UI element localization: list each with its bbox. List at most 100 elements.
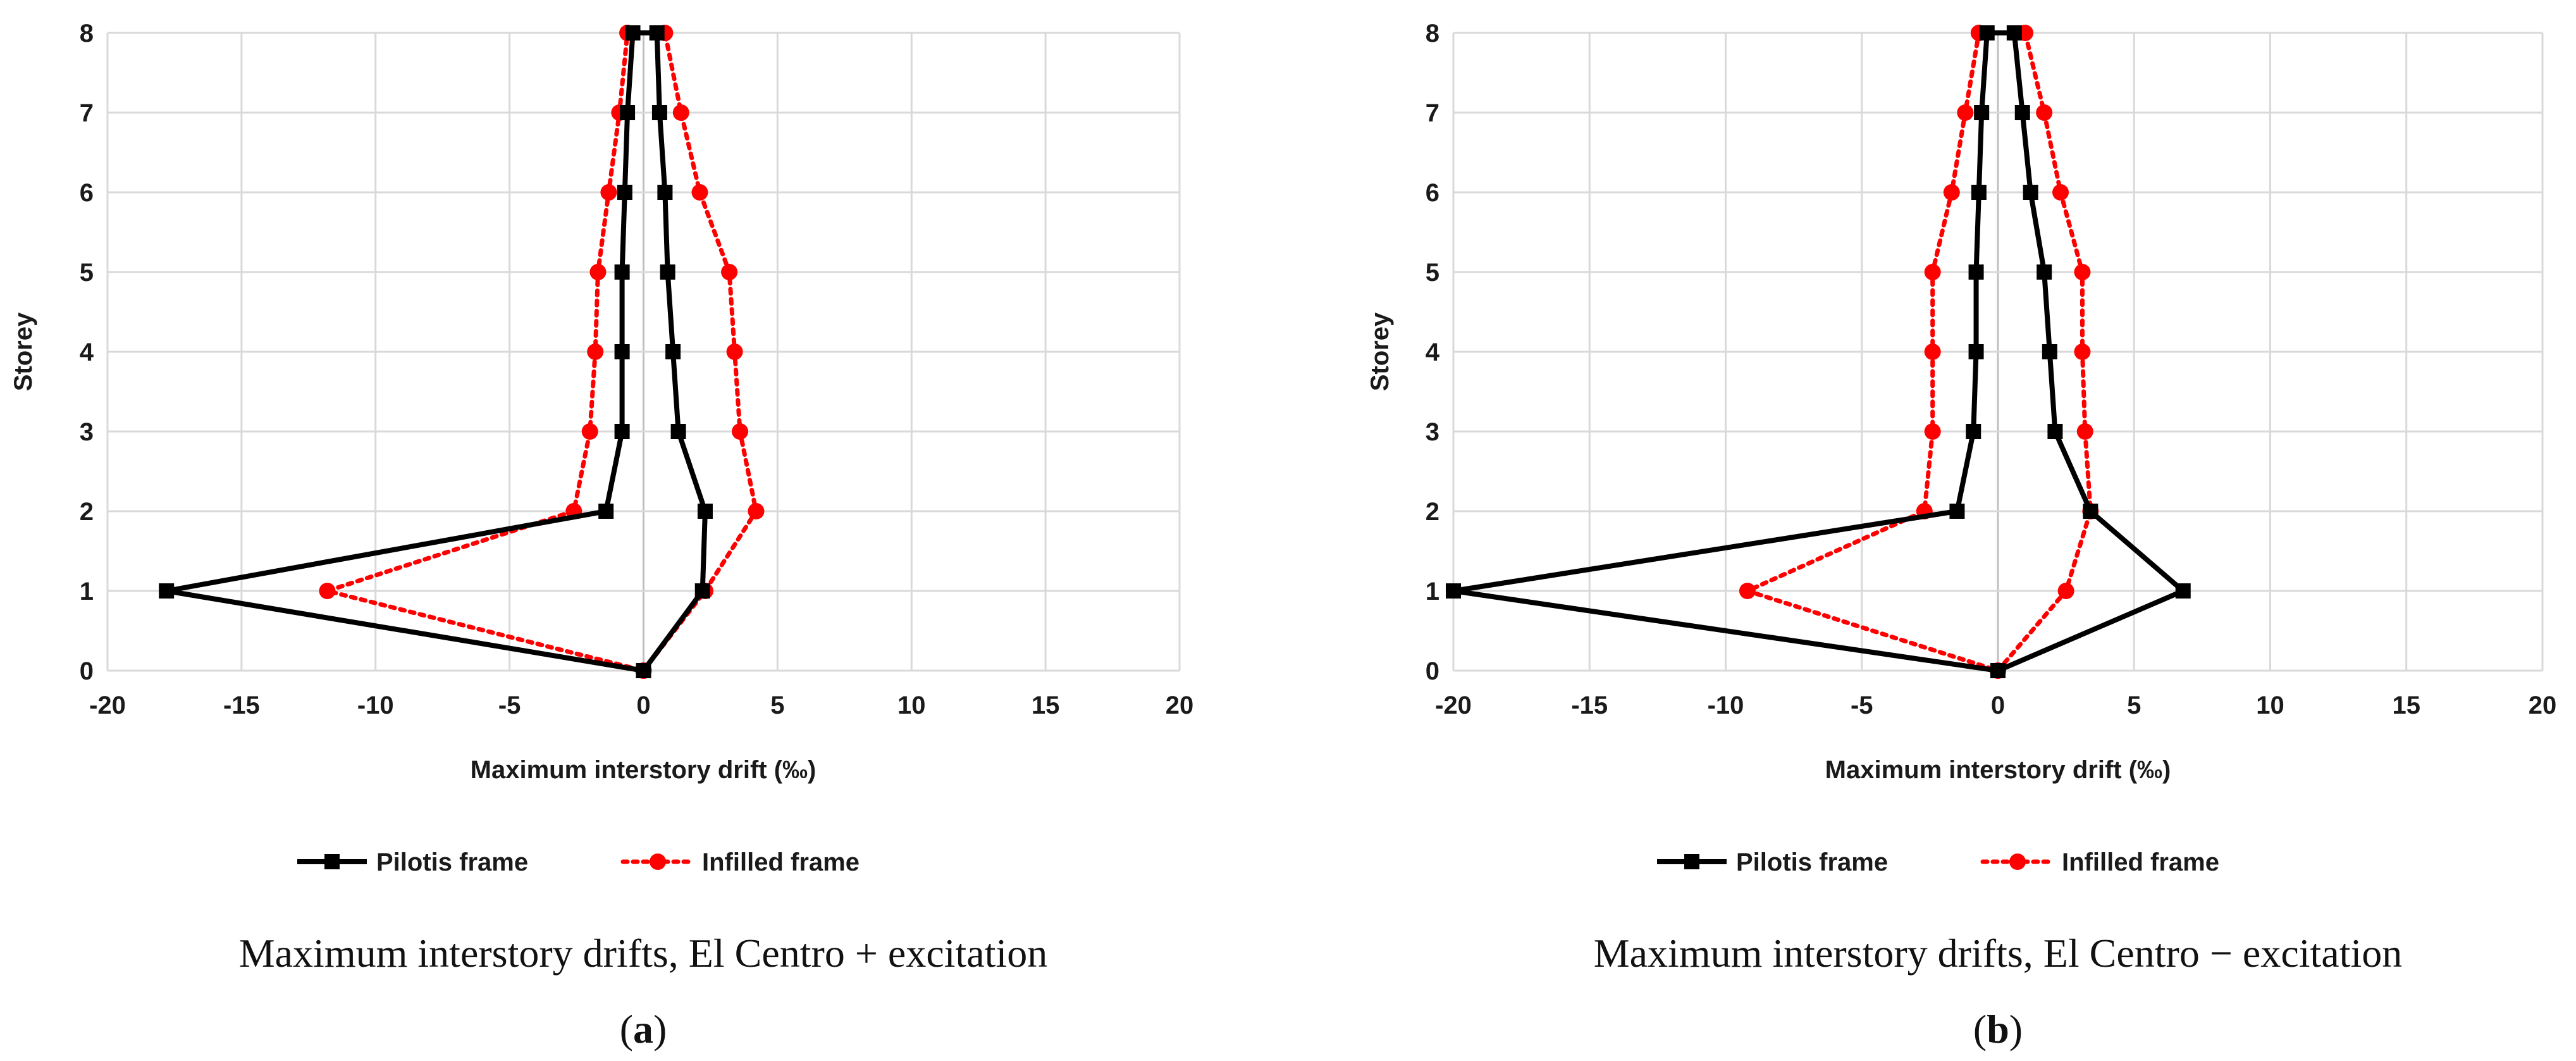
- legend-marker-square: [1684, 854, 1699, 869]
- panel-label: (b): [1973, 1007, 2023, 1052]
- data-point: [614, 344, 630, 359]
- legend-label-pilotis: Pilotis frame: [376, 848, 528, 876]
- y-axis-title: Storey: [9, 312, 37, 391]
- x-tick-label: 5: [770, 692, 784, 719]
- gridlines: [1452, 32, 2544, 672]
- data-point: [1968, 264, 1984, 280]
- x-tick-label: 10: [897, 692, 926, 719]
- data-point: [587, 344, 604, 360]
- x-axis-title: Maximum interstory drift (‰): [1825, 756, 2171, 784]
- panel-caption: Maximum interstory drifts, El Centro − e…: [1594, 931, 2403, 976]
- series-pilotis-frame: [1446, 25, 2191, 678]
- legend-marker-circle: [650, 853, 666, 870]
- y-tick-label: 5: [80, 259, 94, 287]
- data-point: [1739, 583, 1756, 599]
- series-infilled-frame: [319, 25, 765, 679]
- data-point: [159, 583, 175, 599]
- legend-label-infilled: Infilled frame: [2062, 848, 2219, 876]
- series-pilotis-frame: [159, 25, 713, 678]
- data-point: [2052, 184, 2069, 201]
- data-point: [581, 423, 598, 440]
- data-point: [694, 583, 710, 599]
- legend-label-infilled: Infilled frame: [702, 848, 860, 876]
- x-tick-label: 15: [1032, 692, 1060, 719]
- data-point: [726, 344, 743, 360]
- data-point: [1966, 424, 1981, 439]
- data-point: [1949, 504, 1965, 519]
- y-tick-label: 7: [1426, 99, 1439, 127]
- data-point: [660, 264, 675, 280]
- data-point: [2074, 344, 2091, 360]
- chart-panel-b: -20 -15 -10 -5 0 5 10 15 20 0 1 2 3 4 5 6 7 8 Maximum inte…: [1366, 20, 2556, 1052]
- x-tick-label: -5: [498, 692, 521, 719]
- x-tick-label: -15: [223, 692, 260, 719]
- tick-labels: -20 -15 -10 -5 0 5 10 15 20 0 1 2 3 4 5 6 7 8: [80, 20, 1194, 719]
- x-tick-label: 5: [2127, 692, 2141, 719]
- x-tick-label: -20: [89, 692, 126, 719]
- data-point: [614, 424, 630, 439]
- x-tick-label: -15: [1571, 692, 1608, 719]
- data-point: [1924, 344, 1941, 360]
- x-tick-label: 20: [2529, 692, 2557, 719]
- legend-label-pilotis: Pilotis frame: [1736, 848, 1888, 876]
- panel-letter: b: [1987, 1007, 2009, 1052]
- data-point: [649, 25, 665, 40]
- data-point: [697, 504, 713, 519]
- panel-label: (a): [620, 1007, 667, 1052]
- data-point: [691, 184, 708, 201]
- x-tick-label: -20: [1435, 692, 1472, 719]
- data-point: [614, 264, 630, 280]
- y-tick-label: 0: [80, 657, 94, 685]
- x-tick-label: 15: [2393, 692, 2421, 719]
- y-tick-label: 1: [80, 578, 94, 605]
- data-point: [657, 185, 673, 200]
- data-point: [665, 344, 681, 359]
- data-point: [319, 583, 336, 599]
- y-tick-label: 2: [1426, 498, 1439, 526]
- y-tick-label: 5: [1426, 259, 1439, 287]
- data-point: [617, 185, 632, 200]
- x-tick-label: 0: [636, 692, 650, 719]
- data-point: [1968, 344, 1984, 359]
- panel-letter: a: [633, 1007, 653, 1052]
- y-tick-label: 8: [1426, 20, 1439, 47]
- data-point: [2083, 504, 2098, 519]
- data-point: [2076, 423, 2093, 440]
- data-point: [1974, 105, 1990, 120]
- data-point: [1990, 663, 2006, 678]
- data-point: [2036, 104, 2053, 121]
- x-tick-label: -10: [1708, 692, 1744, 719]
- x-tick-label: 0: [1991, 692, 2005, 719]
- data-point: [625, 25, 641, 40]
- x-tick-label: 20: [1166, 692, 1194, 719]
- data-point: [2014, 105, 2030, 120]
- data-point: [1971, 185, 1987, 200]
- legend-marker-square: [324, 854, 340, 869]
- y-tick-label: 7: [80, 99, 94, 127]
- series-line: [1453, 30, 2188, 673]
- y-tick-label: 2: [80, 498, 94, 526]
- y-tick-label: 1: [1426, 578, 1439, 605]
- data-point: [600, 184, 617, 201]
- y-tick-label: 6: [80, 179, 94, 207]
- legend: Pilotis frame Infilled frame: [1657, 848, 2219, 876]
- data-point: [748, 503, 765, 519]
- data-point: [598, 504, 614, 519]
- data-point: [732, 423, 749, 440]
- x-tick-label: 10: [2256, 692, 2284, 719]
- data-point: [1446, 583, 1461, 599]
- legend: Pilotis frame Infilled frame: [297, 848, 860, 876]
- panel-caption: Maximum interstory drifts, El Centro + e…: [239, 931, 1048, 976]
- data-point: [670, 424, 686, 439]
- y-tick-label: 4: [80, 338, 94, 366]
- y-tick-label: 0: [1426, 657, 1439, 685]
- data-point: [2047, 424, 2063, 439]
- data-point: [1924, 423, 1941, 440]
- data-point: [620, 105, 636, 120]
- data-point: [2074, 264, 2091, 280]
- chart-panel-a: -20 -15 -10 -5 0 5 10 15 20 0 1 2 3 4 5 6 7 8 Maximum inte…: [9, 20, 1193, 1052]
- tick-labels: -20 -15 -10 -5 0 5 10 15 20 0 1 2 3 4 5 6 7 8: [1426, 20, 2557, 719]
- data-point: [2057, 583, 2074, 599]
- series-line: [166, 30, 708, 673]
